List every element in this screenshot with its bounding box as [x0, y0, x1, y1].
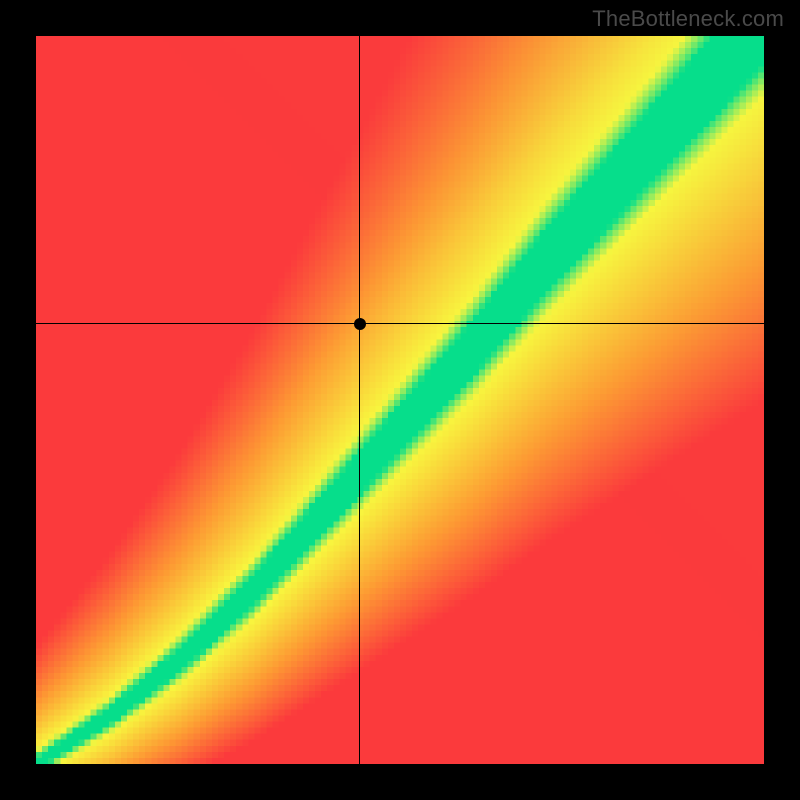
data-point-marker — [354, 318, 366, 330]
watermark-text: TheBottleneck.com — [592, 6, 784, 32]
heatmap-canvas — [36, 36, 764, 764]
crosshair-vertical — [359, 36, 360, 764]
plot-area — [36, 36, 764, 764]
crosshair-horizontal — [36, 323, 764, 324]
chart-container: TheBottleneck.com — [0, 0, 800, 800]
